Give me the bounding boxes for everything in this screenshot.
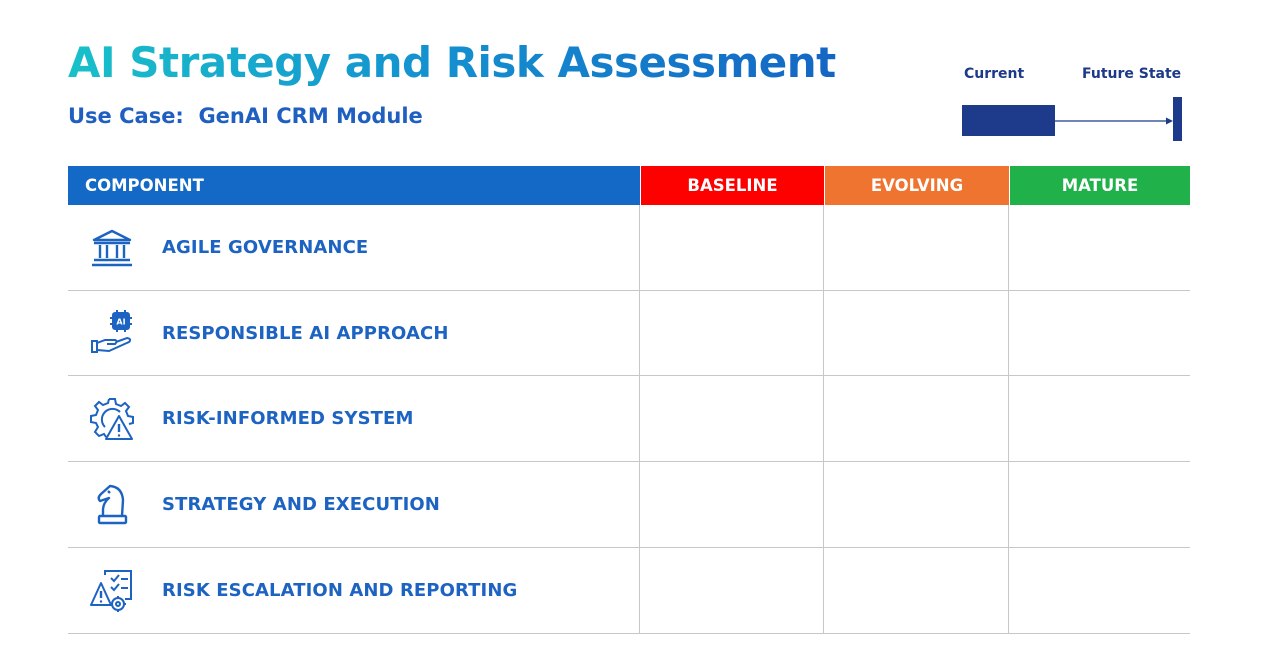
component-cell: AI RESPONSIBLE AI APPROACH xyxy=(68,291,640,375)
table-row: AI RESPONSIBLE AI APPROACH xyxy=(68,291,1190,376)
use-case-subtitle: Use Case: GenAI CRM Module xyxy=(68,104,423,128)
mature-cell[interactable] xyxy=(1009,462,1190,547)
baseline-cell[interactable] xyxy=(640,462,824,547)
assessment-table: COMPONENT BASELINE EVOLVING MATURE AGILE… xyxy=(68,166,1190,634)
page-title: AI Strategy and Risk Assessment xyxy=(68,38,836,87)
legend-future-label: Future State xyxy=(1082,66,1182,82)
column-header-component: COMPONENT xyxy=(68,166,640,205)
legend-current-label: Current xyxy=(964,66,1025,82)
baseline-cell[interactable] xyxy=(640,205,824,290)
component-cell: RISK ESCALATION AND REPORTING xyxy=(68,548,640,633)
table-header-row: COMPONENT BASELINE EVOLVING MATURE xyxy=(68,166,1190,205)
evolving-cell[interactable] xyxy=(824,376,1009,461)
legend-current-bar xyxy=(962,105,1055,136)
component-cell: AGILE GOVERNANCE xyxy=(68,205,640,290)
table-row: RISK ESCALATION AND REPORTING xyxy=(68,548,1190,634)
government-building-icon xyxy=(88,224,136,272)
evolving-cell[interactable] xyxy=(824,548,1009,633)
mature-cell[interactable] xyxy=(1009,205,1190,290)
row-label-agile-governance: AGILE GOVERNANCE xyxy=(162,237,369,258)
row-label-strategy-and-execution: STRATEGY AND EXECUTION xyxy=(162,494,440,515)
legend-progress-indicator xyxy=(962,97,1182,141)
component-cell: RISK-INFORMED SYSTEM xyxy=(68,376,640,461)
ai-chip-hand-icon: AI xyxy=(88,309,136,357)
column-header-baseline: BASELINE xyxy=(640,166,824,205)
mature-cell[interactable] xyxy=(1009,548,1190,633)
table-row: AGILE GOVERNANCE xyxy=(68,205,1190,291)
report-warning-icon xyxy=(88,567,136,615)
column-header-mature: MATURE xyxy=(1009,166,1190,205)
table-row: RISK-INFORMED SYSTEM xyxy=(68,376,1190,462)
svg-text:AI: AI xyxy=(116,318,125,327)
gear-warning-icon xyxy=(88,395,136,443)
table-row: STRATEGY AND EXECUTION xyxy=(68,462,1190,548)
mature-cell[interactable] xyxy=(1009,376,1190,461)
evolving-cell[interactable] xyxy=(824,291,1009,375)
component-cell: STRATEGY AND EXECUTION xyxy=(68,462,640,547)
legend-future-marker xyxy=(1173,97,1182,141)
mature-cell[interactable] xyxy=(1009,291,1190,375)
evolving-cell[interactable] xyxy=(824,462,1009,547)
row-label-risk-informed-system: RISK-INFORMED SYSTEM xyxy=(162,408,414,429)
chess-knight-icon xyxy=(88,481,136,529)
row-label-responsible-ai-approach: RESPONSIBLE AI APPROACH xyxy=(162,322,449,344)
column-header-evolving: EVOLVING xyxy=(824,166,1009,205)
evolving-cell[interactable] xyxy=(824,205,1009,290)
row-label-risk-escalation-and-reporting: RISK ESCALATION AND REPORTING xyxy=(162,580,518,601)
baseline-cell[interactable] xyxy=(640,376,824,461)
baseline-cell[interactable] xyxy=(640,548,824,633)
legend-arrow-head xyxy=(1166,117,1173,125)
baseline-cell[interactable] xyxy=(640,291,824,375)
